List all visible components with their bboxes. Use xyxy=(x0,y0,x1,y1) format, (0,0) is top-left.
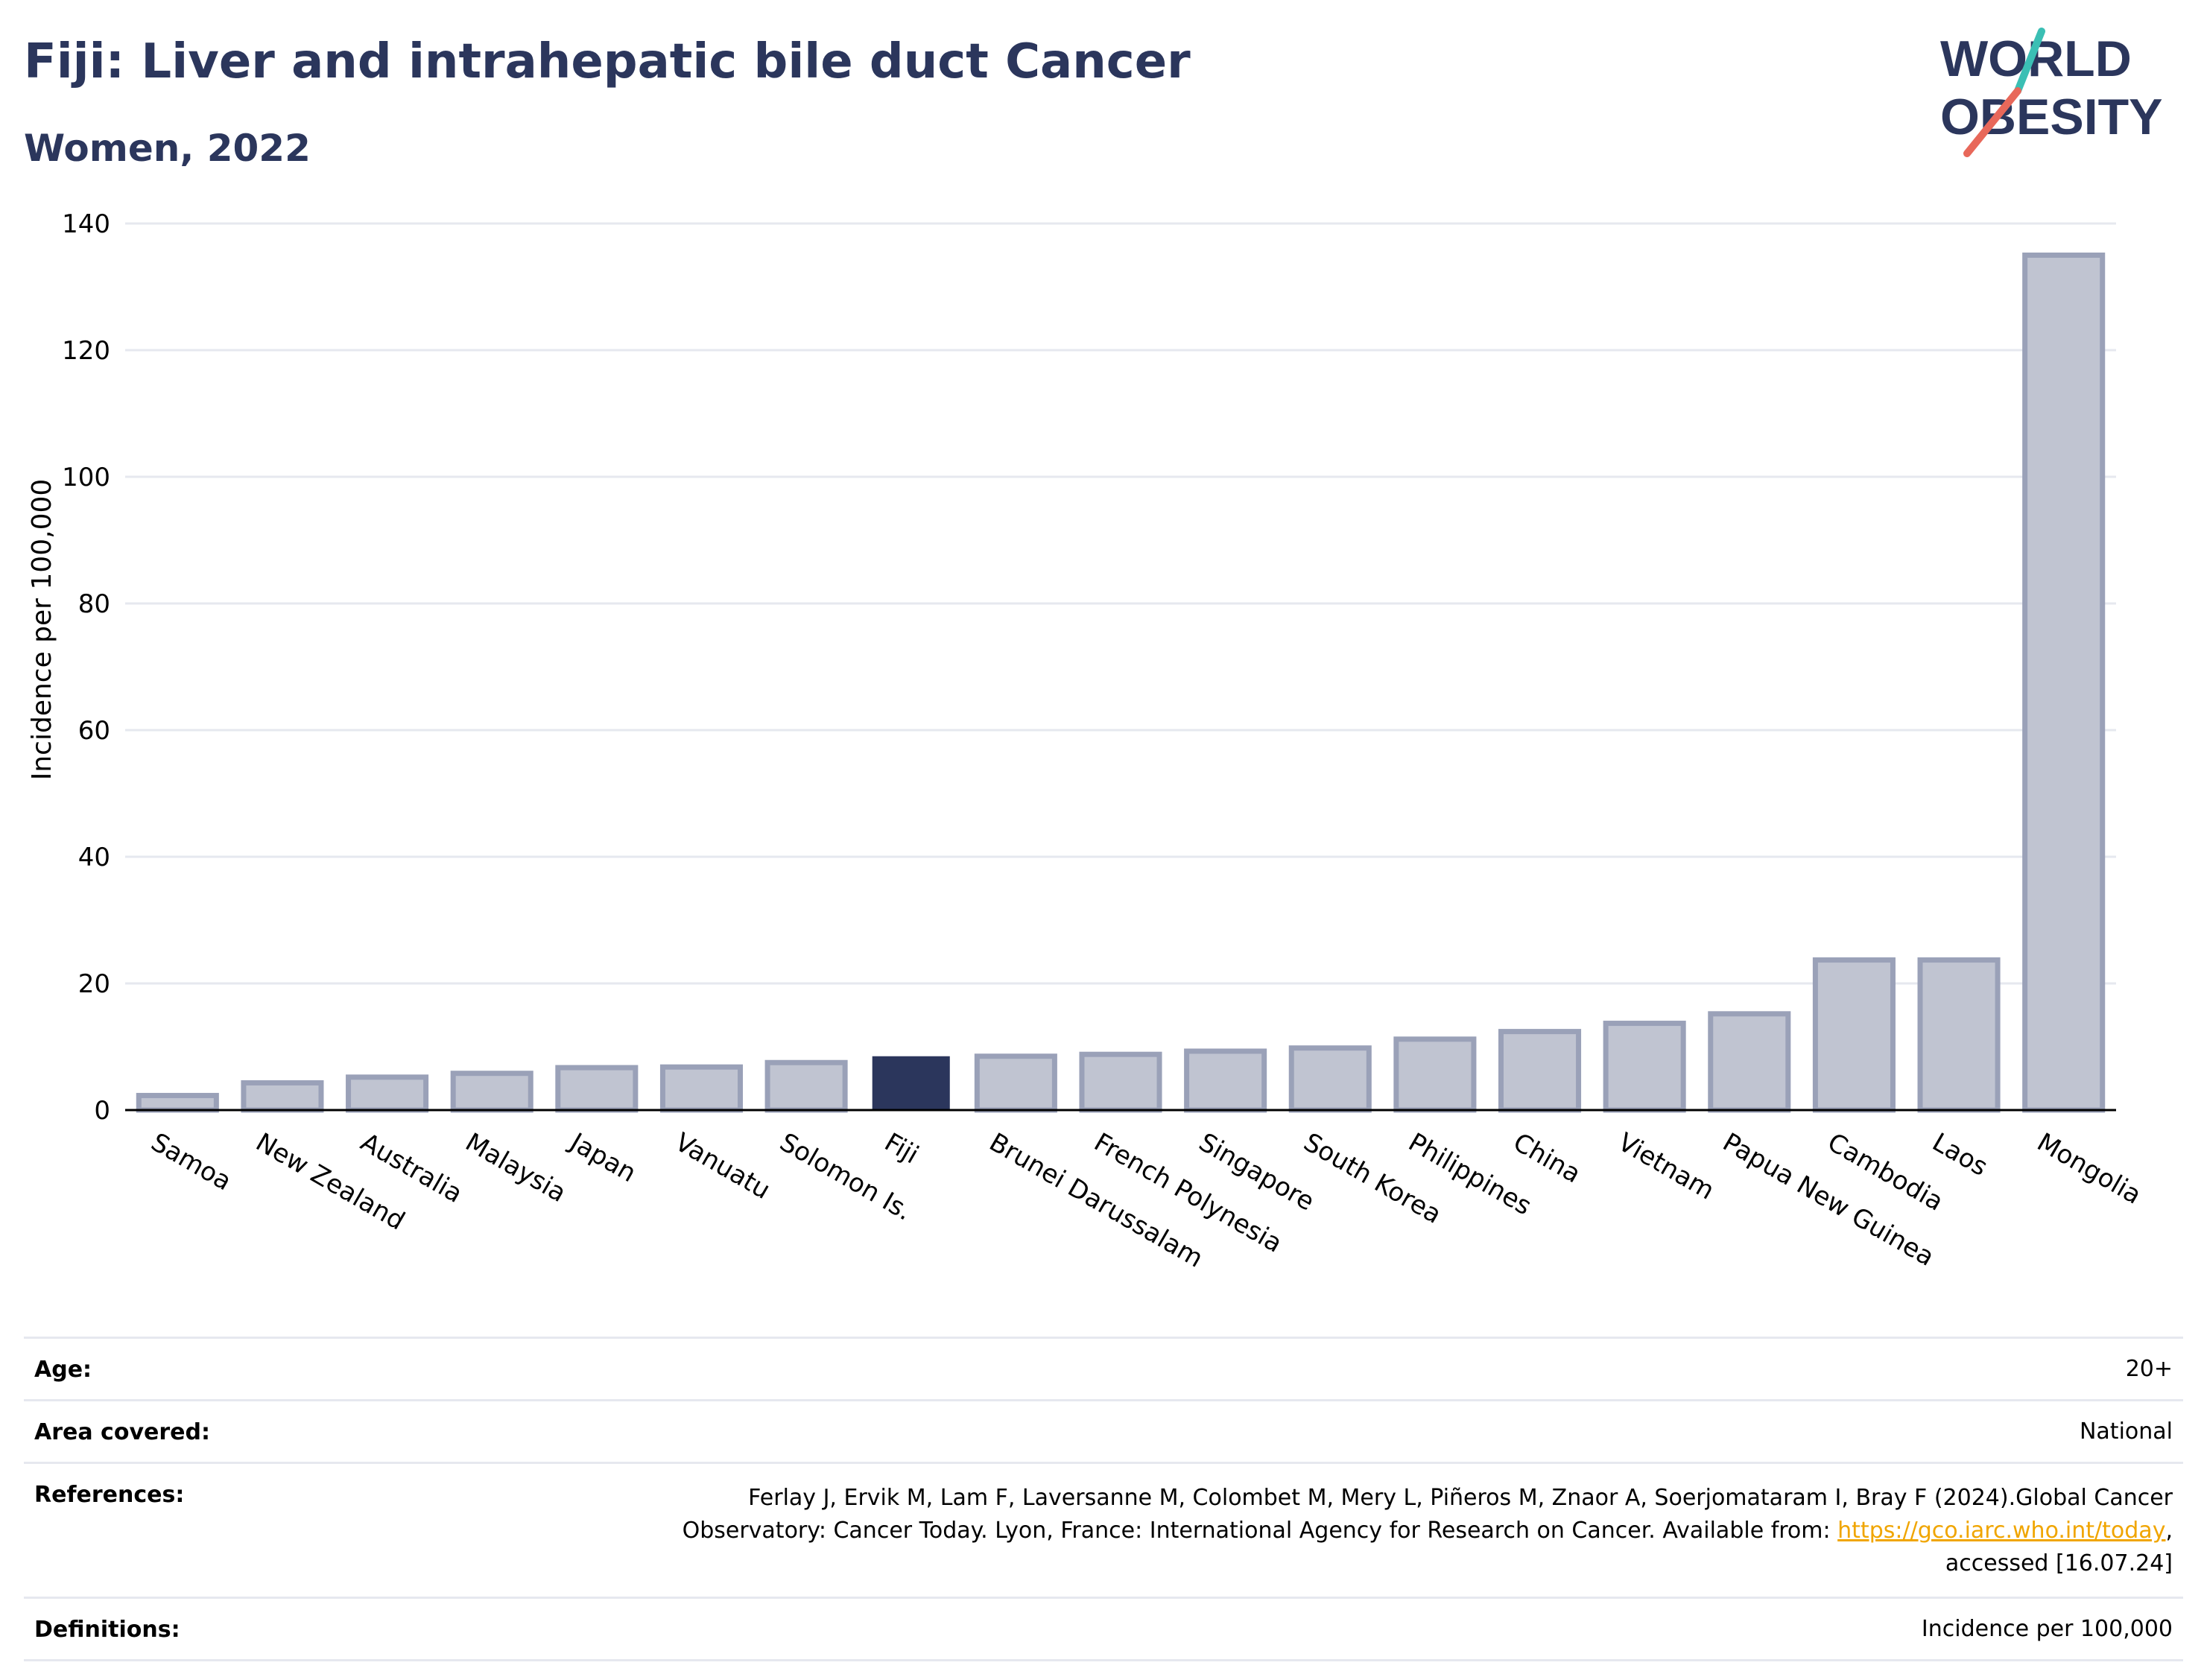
x-tick-label: Malaysia xyxy=(460,1127,571,1208)
chart-subtitle: Women, 2022 xyxy=(24,127,311,170)
bar-samoa xyxy=(136,1092,219,1113)
y-tick-label: 0 xyxy=(94,1096,110,1126)
footer-row-area: Area covered: National xyxy=(24,1399,2183,1462)
bar-vanuatu xyxy=(659,1064,744,1113)
age-value: 20+ xyxy=(2125,1356,2173,1382)
bar-brunei-darussalam xyxy=(974,1053,1057,1113)
bars xyxy=(136,253,2106,1113)
bar-french-polynesia xyxy=(1079,1051,1162,1113)
references-line3: accessed [16.07.24] xyxy=(1945,1550,2173,1576)
bar-cambodia xyxy=(1812,957,1896,1113)
chart-footer: Age: 20+ Area covered: National Referenc… xyxy=(24,1337,2183,1661)
y-axis-label: Incidence per 100,000 xyxy=(27,479,57,781)
y-axis-ticks: 0 20 40 60 80 100 120 140 xyxy=(62,209,110,1126)
references-value: Ferlay J, Ervik M, Lam F, Laversanne M, … xyxy=(683,1482,2173,1580)
y-tick-label: 40 xyxy=(78,843,110,872)
grid-lines xyxy=(125,222,2116,985)
bar-philippines xyxy=(1393,1036,1477,1113)
x-tick-label: Samoa xyxy=(146,1127,236,1196)
y-tick-label: 120 xyxy=(62,336,110,366)
bar-papua-new-guinea xyxy=(1708,1011,1791,1113)
references-line1: Ferlay J, Ervik M, Lam F, Laversanne M, … xyxy=(748,1485,2173,1511)
area-label: Area covered: xyxy=(34,1419,210,1445)
x-tick-label: Laos xyxy=(1928,1127,1993,1182)
y-tick-label: 100 xyxy=(62,463,110,492)
references-line2: Observatory: Cancer Today. Lyon, France:… xyxy=(682,1518,1838,1544)
y-tick-label: 60 xyxy=(78,716,110,746)
chart-title: Fiji: Liver and intrahepatic bile duct C… xyxy=(24,34,1191,89)
bar-australia xyxy=(346,1074,429,1113)
references-label: References: xyxy=(34,1482,185,1508)
bar-singapore xyxy=(1184,1048,1267,1113)
bar-solomon-is xyxy=(764,1059,848,1113)
bar-laos xyxy=(1917,957,2001,1113)
logo-slash-red xyxy=(1963,87,2021,157)
x-tick-label: Vanuatu xyxy=(670,1127,775,1205)
bar-fiji xyxy=(872,1056,950,1110)
x-tick-label: Fiji xyxy=(879,1127,923,1170)
y-tick-label: 140 xyxy=(62,209,110,239)
bar-mongolia xyxy=(2022,253,2106,1113)
y-tick-label: 20 xyxy=(78,969,110,999)
x-tick-label: Japan xyxy=(564,1126,642,1188)
world-obesity-logo: WORLD OBESITY xyxy=(1940,28,2163,157)
x-tick-label: China xyxy=(1508,1127,1586,1189)
x-tick-label: Vietnam xyxy=(1613,1127,1720,1206)
x-tick-label: Mongolia xyxy=(2032,1127,2146,1211)
footer-row-references: References: Ferlay J, Ervik M, Lam F, La… xyxy=(24,1462,2183,1597)
bar-japan xyxy=(555,1065,639,1113)
bar-vietnam xyxy=(1603,1021,1686,1113)
age-label: Age: xyxy=(34,1357,92,1383)
bar-south-korea xyxy=(1288,1045,1372,1113)
references-link[interactable]: https://gco.iarc.who.int/today xyxy=(1837,1518,2166,1544)
bar-china xyxy=(1498,1029,1582,1113)
footer-row-age: Age: 20+ xyxy=(24,1337,2183,1399)
y-tick-label: 80 xyxy=(78,589,110,619)
area-value: National xyxy=(2079,1419,2173,1445)
bar-new-zealand xyxy=(241,1080,324,1113)
logo-slash-teal xyxy=(2014,28,2045,95)
bar-malaysia xyxy=(450,1071,533,1113)
bar-chart: 0 20 40 60 80 100 120 140 Samoa New ZealandAustr… xyxy=(27,209,2147,1274)
definitions-value: Incidence per 100,000 xyxy=(1921,1616,2173,1642)
definitions-label: Definitions: xyxy=(34,1617,180,1643)
footer-row-definitions: Definitions: Incidence per 100,000 xyxy=(24,1597,2183,1661)
references-line2-end: , xyxy=(2165,1518,2173,1544)
